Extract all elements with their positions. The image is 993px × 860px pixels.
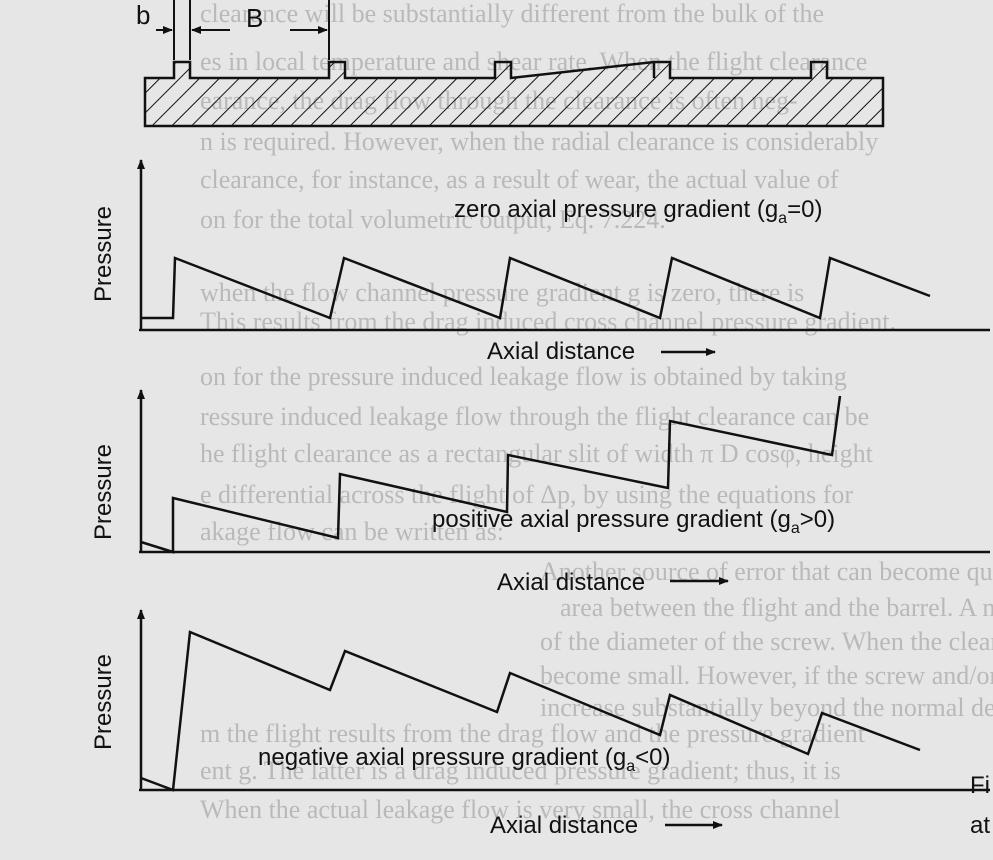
x-axis-label: Axial distance (490, 812, 638, 839)
pressure-sawtooth-curve (140, 395, 842, 554)
background-text-line: area between the flight and the barrel. … (560, 593, 993, 622)
panel-title: zero axial pressure gradient (ga=0) (454, 196, 822, 227)
b-dimension-label: b (136, 0, 150, 30)
y-axis-label: Pressure (90, 206, 117, 302)
panel-positive-gradient: Pressure positive axial pressure gradien… (90, 389, 990, 596)
background-text-line: on for the pressure induced leakage flow… (200, 362, 847, 391)
caption-fragment-at: at (970, 812, 990, 839)
background-text-line: m the flight results from the drag flow … (200, 719, 866, 748)
background-text-line: he flight clearance as a rectangular sli… (200, 439, 874, 468)
y-axis-label: Pressure (90, 654, 117, 750)
background-text-line: e differential across the flight of Δp, … (200, 480, 853, 509)
background-text-line: increase substantially beyond the normal… (540, 693, 993, 722)
background-text-line: clearance will be substantially differen… (200, 0, 824, 28)
y-axis-label: Pressure (90, 444, 117, 540)
background-text-line: n is required. However, when the radial … (200, 127, 878, 156)
background-text-line: of the diameter of the screw. When the c… (540, 627, 993, 656)
panel-negative-gradient: Pressure negative axial pressure gradien… (90, 609, 990, 839)
panel-title: positive axial pressure gradient (ga>0) (432, 506, 835, 537)
background-text-line: Another source of error that can become … (540, 557, 993, 586)
panel-zero-gradient: Pressure zero axial pressure gradient (g… (90, 159, 990, 365)
screw-section: b B (136, 0, 885, 128)
B-dimension-label: B (246, 3, 263, 33)
x-axis-label: Axial distance (497, 569, 645, 596)
pressure-sawtooth-curve (141, 256, 931, 320)
screw-profile (143, 60, 885, 128)
pressure-sawtooth-curve (140, 630, 921, 792)
panel-title: negative axial pressure gradient (ga<0) (258, 744, 670, 775)
background-text-line: es in local temperature and shear rate. … (200, 47, 867, 76)
background-text-line: When the actual leakage flow is very sma… (200, 795, 840, 824)
background-text-line: become small. However, if the screw and/… (540, 661, 993, 690)
background-text-line: This results from the drag induced cross… (200, 307, 896, 336)
x-axis-label: Axial distance (487, 338, 635, 365)
background-text-line: on for the total volumetric output, Eq. … (200, 205, 666, 234)
background-text-line: ent g. The latter is a drag induced pres… (200, 756, 841, 785)
background-text-line: clearance, for instance, as a result of … (200, 165, 839, 194)
background-text-line: akage flow can be written as: (200, 517, 504, 546)
background-text-line: ressure induced leakage flow through the… (200, 402, 869, 431)
caption-fragment-fi: Fi (970, 772, 990, 799)
